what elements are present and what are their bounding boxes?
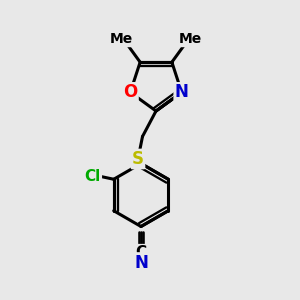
Text: S: S bbox=[132, 150, 144, 168]
Text: Me: Me bbox=[179, 32, 202, 46]
Text: Me: Me bbox=[110, 32, 133, 46]
Text: Cl: Cl bbox=[85, 169, 101, 184]
Text: N: N bbox=[134, 254, 148, 272]
Text: O: O bbox=[123, 83, 137, 101]
Text: N: N bbox=[175, 83, 189, 101]
Text: C: C bbox=[135, 245, 147, 260]
